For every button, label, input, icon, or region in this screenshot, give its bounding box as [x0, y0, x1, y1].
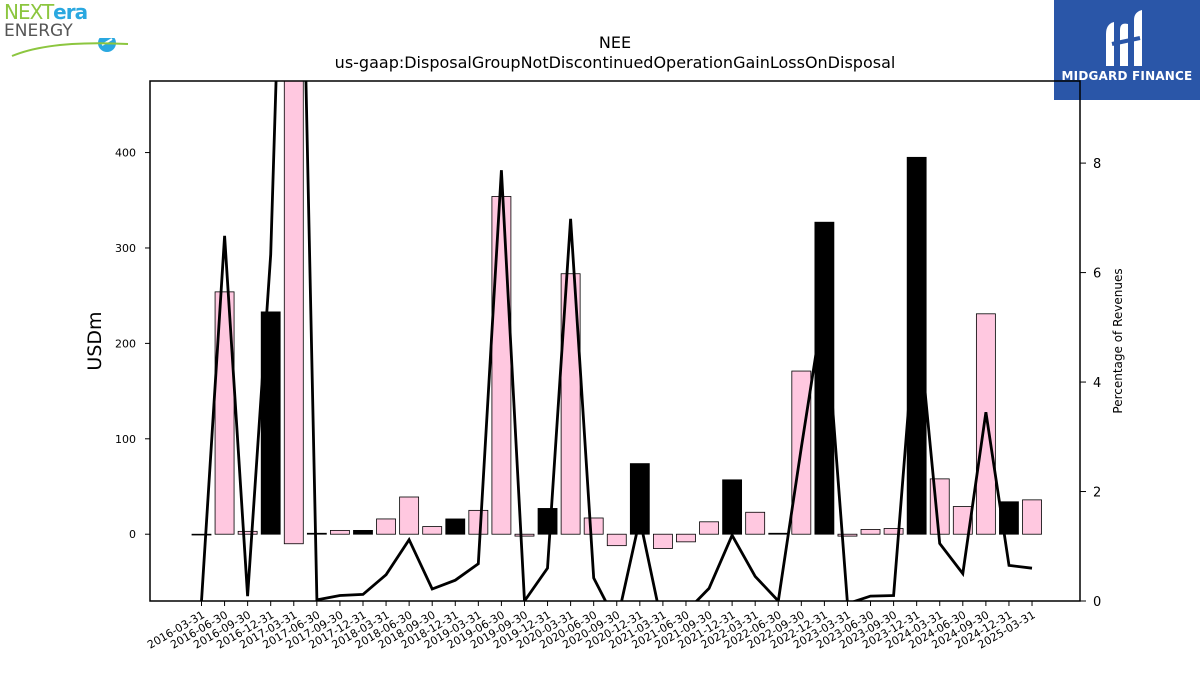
bar [860, 529, 881, 535]
midgard-finance-logo: MIDGARD FINANCE [1054, 0, 1200, 100]
x-axis: 2016-03-312016-06-302016-09-302016-12-31… [145, 601, 1038, 652]
bar [745, 511, 766, 535]
bar [1022, 499, 1042, 535]
y-tick-label: 400 [115, 147, 136, 160]
y-tick-label: 100 [115, 433, 136, 446]
bar [514, 533, 535, 537]
bar [399, 496, 420, 535]
nextera-energy-logo: NEXTera ENERGY [4, 2, 134, 62]
bar [491, 196, 512, 535]
y2-tick-label: 0 [1093, 595, 1101, 610]
bar [283, 80, 304, 545]
bar [191, 533, 212, 536]
bar [699, 521, 719, 535]
y2-axis-label: Percentage of Revenues [1111, 268, 1125, 413]
y-tick-label: 0 [129, 528, 136, 541]
bar [653, 533, 673, 549]
y-tick-label: 300 [115, 242, 136, 255]
bar [768, 532, 789, 535]
bar [422, 526, 443, 535]
right-axis: 0 2 4 6 8 [1080, 157, 1101, 610]
nextera-logo-wordmark: NEXTera [4, 2, 134, 22]
left-axis: 0 100 200 300 400 [115, 147, 150, 541]
bar [722, 479, 743, 535]
chart-subtitle: us-gaap:DisposalGroupNotDiscontinuedOper… [334, 53, 896, 72]
bar [676, 533, 696, 543]
bar [237, 530, 258, 535]
bar [376, 518, 396, 535]
y2-tick-label: 2 [1093, 486, 1101, 501]
bar [583, 517, 604, 535]
bar [537, 508, 558, 535]
nextera-logo-era: era [53, 0, 88, 24]
series-line-pct-revenue [200, 81, 1033, 601]
y-axis-label: USDm [84, 311, 106, 370]
bar [560, 273, 581, 535]
bar [814, 221, 835, 535]
bar [837, 533, 858, 537]
bar [906, 156, 927, 535]
bar [952, 506, 973, 535]
bar [975, 313, 996, 535]
bar [353, 529, 373, 535]
line-layer [200, 81, 1033, 601]
midgard-mark-icon [1106, 10, 1142, 66]
bar [606, 533, 627, 547]
y2-tick-label: 4 [1093, 376, 1101, 391]
bar [629, 463, 650, 535]
midgard-brand-text: MIDGARD FINANCE [1061, 69, 1193, 83]
bar [445, 518, 466, 535]
swoosh-icon [11, 38, 129, 57]
bar [330, 529, 350, 535]
y2-tick-label: 6 [1093, 267, 1101, 282]
bar [260, 311, 281, 535]
y2-tick-label: 8 [1093, 157, 1101, 172]
bars-layer [191, 80, 1042, 549]
bar [468, 509, 489, 535]
plot-frame [149, 80, 1081, 602]
bar [214, 291, 235, 535]
chart-title: NEE [598, 33, 632, 52]
nextera-logo-next: NEXT [4, 0, 54, 24]
bar [883, 528, 904, 535]
nextera-logo-energy: ENERGY [4, 21, 73, 41]
y-tick-label: 200 [115, 337, 136, 350]
